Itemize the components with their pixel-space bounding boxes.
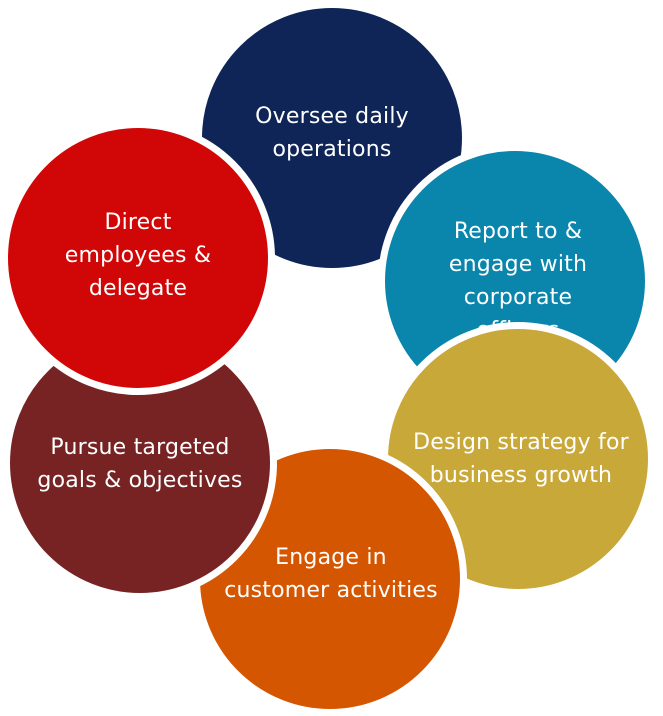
node-label: Design strategy for business growth [413, 430, 629, 488]
node-label: Oversee daily operations [255, 104, 409, 162]
node-label: Engage in customer activities [224, 545, 438, 603]
node-direct-employees-delegate: Direct employees & delegate [1, 121, 275, 395]
node-label: Pursue targeted goals & objectives [37, 435, 243, 493]
node-label: Direct employees & delegate [64, 209, 212, 301]
